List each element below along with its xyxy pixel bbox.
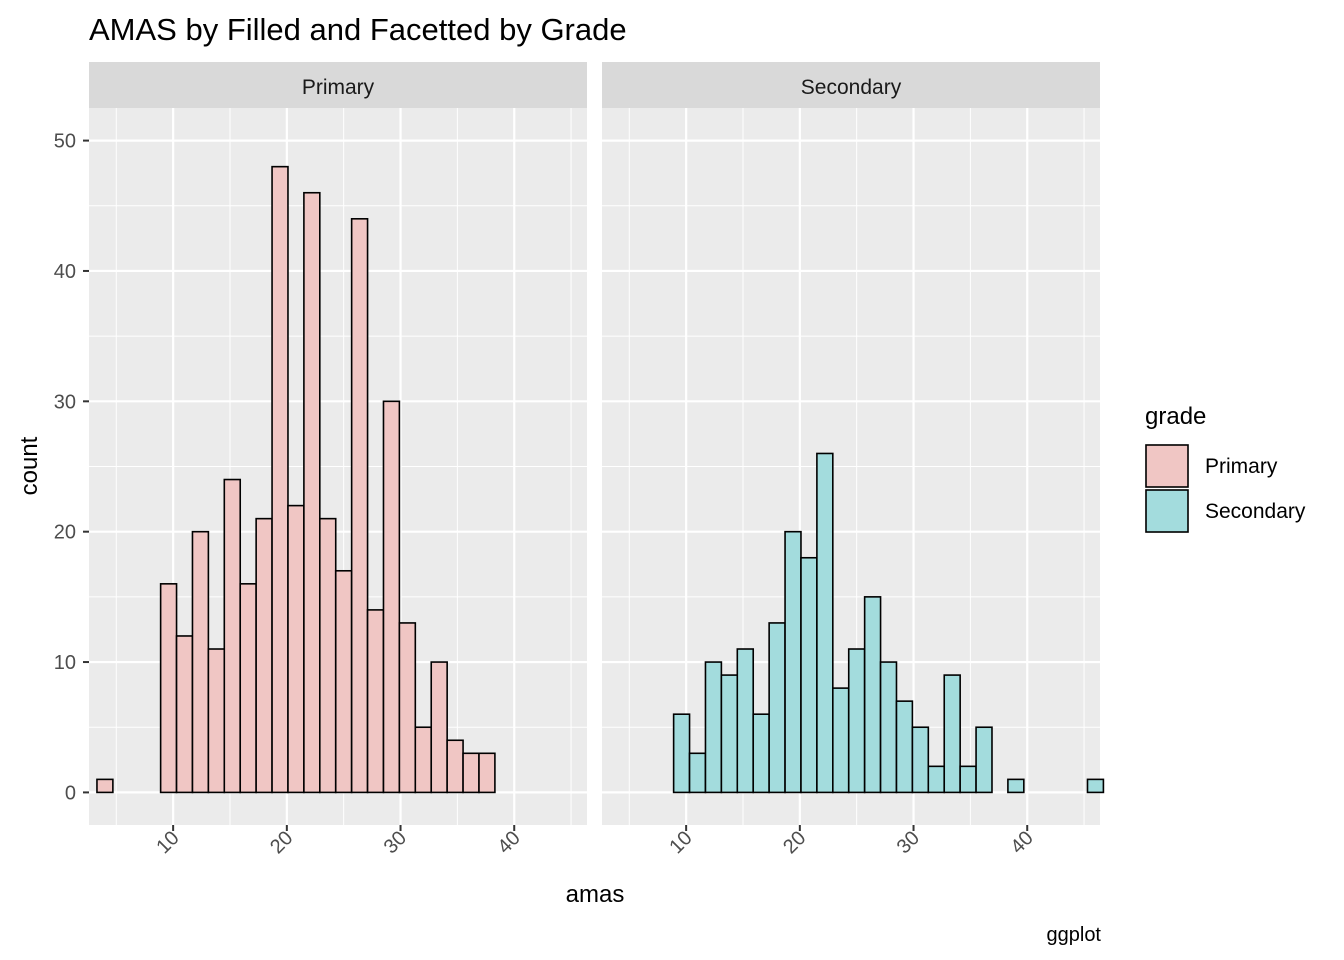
x-tick-label: 20 <box>779 827 810 858</box>
histogram-bar <box>478 752 496 794</box>
histogram-bar <box>191 530 210 794</box>
legend-title: grade <box>1145 403 1206 430</box>
histogram-bar <box>688 752 707 794</box>
y-tick-label: 20 <box>54 522 76 544</box>
histogram-bar <box>784 530 802 794</box>
facet-strip <box>602 62 1100 108</box>
y-tick-label: 50 <box>54 131 76 153</box>
x-tick-label: 10 <box>665 827 696 858</box>
histogram-bar <box>319 517 337 794</box>
histogram-bar <box>239 583 257 794</box>
legend-label: Secondary <box>1205 500 1306 523</box>
histogram-bar <box>672 713 691 794</box>
legend-label: Primary <box>1205 455 1278 478</box>
histogram-bar <box>975 726 993 794</box>
histogram-bar <box>736 648 755 794</box>
legend: grade Primary Secondary <box>1145 403 1306 533</box>
histogram-bar <box>1086 778 1105 794</box>
histogram-bar <box>303 191 321 794</box>
histogram-bar <box>927 765 946 794</box>
y-tick-label: 40 <box>54 261 76 283</box>
histogram-bar <box>704 661 723 794</box>
histogram-bar <box>752 713 770 794</box>
histogram-bar <box>159 583 178 794</box>
y-tick-label: 0 <box>65 782 76 804</box>
y-tick-label: 10 <box>54 652 76 674</box>
histogram-bar <box>207 648 226 794</box>
chart-title: AMAS by Filled and Facetted by Grade <box>89 12 627 47</box>
histogram-bar <box>287 504 305 794</box>
histogram-bar <box>863 596 882 794</box>
histogram-bar <box>895 700 914 794</box>
histogram-bar <box>96 778 114 794</box>
histogram-bar <box>720 674 739 794</box>
x-tick-label: 40 <box>493 827 524 858</box>
histogram-bar <box>1007 778 1025 794</box>
x-axis-label: amas <box>566 881 625 908</box>
histogram-bar <box>175 635 194 794</box>
x-tick-label: 40 <box>1006 827 1037 858</box>
histogram-bar <box>382 400 401 794</box>
caption: ggplot <box>1047 924 1102 946</box>
legend-swatch <box>1145 444 1189 488</box>
histogram-bar <box>879 661 898 794</box>
histogram-bar <box>398 622 417 794</box>
facet-panels: Primary 10 20 30 40 0 10 20 30 40 50 Secondary 10 20 3… <box>54 62 1105 858</box>
histogram-bar <box>446 739 464 794</box>
facet-strip-label: Primary <box>302 76 375 99</box>
legend-entry-primary: Primary <box>1145 444 1278 488</box>
facet-strip-label: Secondary <box>801 76 902 99</box>
histogram-bar <box>271 165 289 794</box>
legend-swatch <box>1145 489 1189 533</box>
histogram-bar <box>943 674 961 794</box>
histogram-bar <box>768 622 786 794</box>
histogram-bar <box>911 726 930 794</box>
histogram-bar <box>847 648 866 794</box>
facet-panel-secondary: Secondary 10 20 30 40 <box>602 62 1105 858</box>
histogram-bar <box>832 687 850 794</box>
histogram-bar <box>350 218 369 794</box>
histogram-bar <box>334 569 353 794</box>
histogram-bar <box>414 726 433 794</box>
y-axis-label: count <box>16 436 43 495</box>
histogram-bar <box>462 752 480 794</box>
x-tick-label: 10 <box>152 827 183 858</box>
facet-strip <box>89 62 587 108</box>
legend-entry-secondary: Secondary <box>1145 489 1306 533</box>
histogram-bar <box>255 517 273 794</box>
histogram-bar <box>223 478 242 794</box>
x-tick-label: 30 <box>893 827 924 858</box>
histogram-bar <box>800 556 818 794</box>
facet-panel-primary: Primary 10 20 30 40 0 10 20 30 40 50 <box>54 62 587 858</box>
histogram-bar <box>430 661 448 794</box>
x-tick-label: 20 <box>266 827 297 858</box>
histogram-bar <box>816 452 834 794</box>
x-tick-label: 30 <box>380 827 411 858</box>
histogram-bar <box>366 609 385 794</box>
y-tick-label: 30 <box>54 391 76 413</box>
histogram-bar <box>959 765 977 794</box>
